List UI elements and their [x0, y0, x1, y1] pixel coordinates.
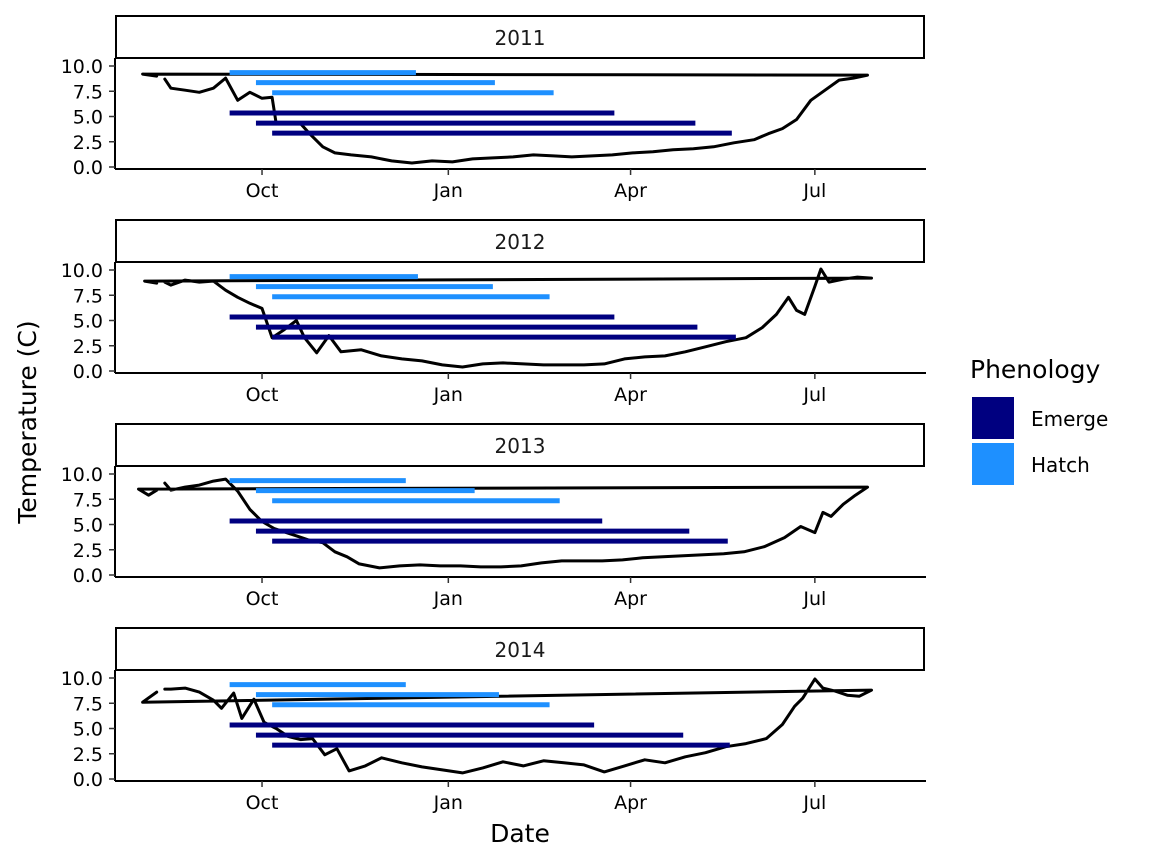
x-tick-label: Apr — [614, 588, 647, 610]
x-tick-label: Jul — [802, 384, 826, 406]
x-tick-label: Jul — [802, 180, 826, 202]
x-tick-label: Jan — [433, 588, 463, 610]
y-tick-label: 5.0 — [73, 515, 103, 537]
x-tick-label: Oct — [246, 792, 279, 814]
x-tick-label: Jul — [802, 792, 826, 814]
y-tick-label: 2.5 — [73, 744, 103, 766]
x-axis-title: Date — [490, 819, 550, 848]
legend-swatch-emerge — [972, 397, 1014, 439]
facet-strip — [115, 423, 925, 467]
legend: Phenology Emerge Hatch — [970, 355, 1108, 485]
y-tick-label: 10.0 — [61, 668, 103, 690]
y-tick-label: 2.5 — [73, 336, 103, 358]
y-axis-title: Temperature (C) — [13, 320, 42, 524]
y-tick-label: 10.0 — [61, 56, 103, 78]
temperature-line — [141, 677, 873, 775]
x-tick-label: Apr — [614, 180, 647, 202]
legend-swatch-hatch — [972, 443, 1014, 485]
y-tick-label: 7.5 — [73, 489, 103, 511]
y-tick-label: 0.0 — [73, 769, 103, 791]
y-tick-label: 2.5 — [73, 132, 103, 154]
y-tick-label: 7.5 — [73, 285, 103, 307]
y-tick-label: 0.0 — [73, 361, 103, 383]
facet-strip — [115, 627, 925, 671]
legend-label-emerge: Emerge — [1031, 407, 1108, 431]
x-tick-label: Jul — [802, 588, 826, 610]
y-tick-label: 7.5 — [73, 81, 103, 103]
legend-label-hatch: Hatch — [1031, 453, 1090, 477]
x-tick-label: Apr — [614, 792, 647, 814]
x-tick-label: Oct — [246, 180, 279, 202]
x-tick-label: Jan — [433, 180, 463, 202]
facet-strip-label: 2014 — [495, 638, 546, 662]
facet-strip-label: 2013 — [495, 434, 546, 458]
facet-panel-2011: 2011 0.0 2.5 5.0 7.5 10.0 Oct Jan Apr Jul — [61, 15, 926, 202]
temperature-line — [141, 72, 869, 165]
y-tick-label: 5.0 — [73, 107, 103, 129]
temperature-line — [143, 267, 873, 369]
facet-strip-label: 2012 — [495, 230, 546, 254]
x-tick-label: Oct — [246, 588, 279, 610]
legend-title: Phenology — [970, 355, 1101, 384]
y-tick-label: 2.5 — [73, 540, 103, 562]
facet-panel-2013: 2013 0.0 2.5 5.0 7.5 10.0 Oct Jan Apr Jul — [61, 423, 926, 610]
x-tick-label: Jan — [433, 792, 463, 814]
facet-panel-2014: 2014 0.0 2.5 5.0 7.5 10.0 Oct Jan Apr Jul — [61, 627, 926, 814]
facet-strip — [115, 15, 925, 59]
facet-panel-2012: 2012 0.0 2.5 5.0 7.5 10.0 Oct Jan Apr Jul — [61, 219, 926, 406]
y-tick-label: 10.0 — [61, 464, 103, 486]
y-tick-label: 0.0 — [73, 157, 103, 179]
x-tick-label: Apr — [614, 384, 647, 406]
x-tick-label: Oct — [246, 384, 279, 406]
x-tick-label: Jan — [433, 384, 463, 406]
temperature-line — [137, 477, 869, 570]
facet-strip — [115, 219, 925, 263]
y-tick-label: 5.0 — [73, 719, 103, 741]
facet-strip-label: 2011 — [495, 26, 546, 50]
y-tick-label: 0.0 — [73, 565, 103, 587]
y-tick-label: 5.0 — [73, 311, 103, 333]
y-tick-label: 10.0 — [61, 260, 103, 282]
y-tick-label: 7.5 — [73, 693, 103, 715]
